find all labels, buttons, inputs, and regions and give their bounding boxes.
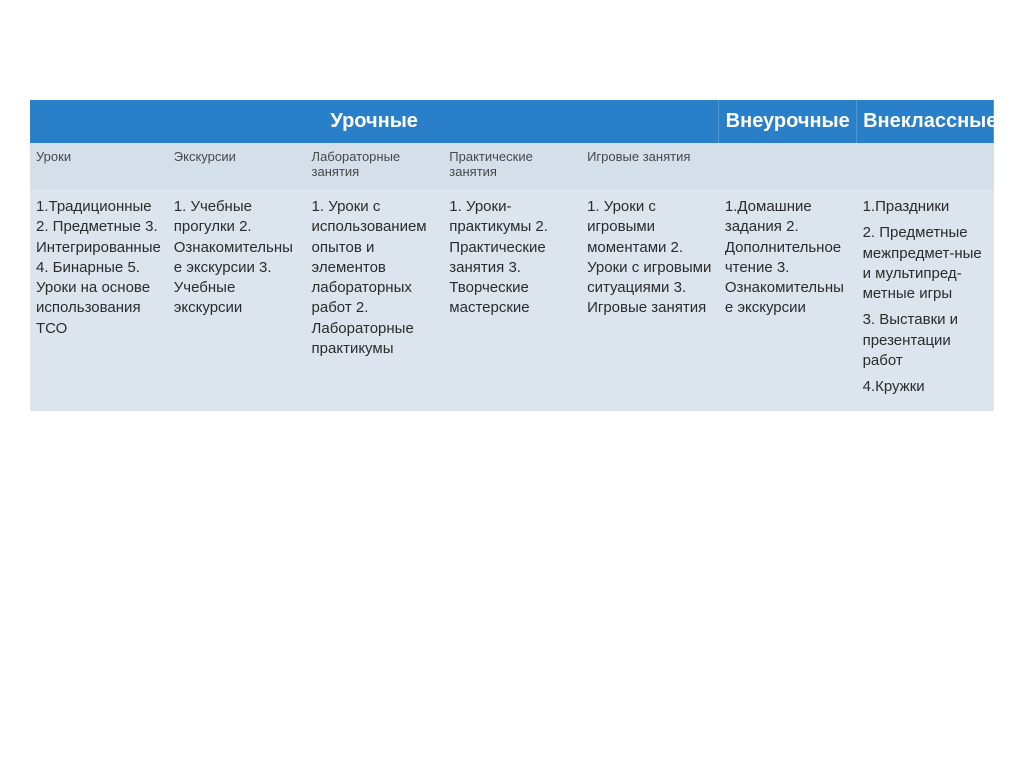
cell-ekskursii: 1. Учебные прогулки 2. Ознакомительные э…	[168, 189, 306, 411]
body-row: 1.Традиционные 2. Предметные 3. Интегрир…	[30, 189, 994, 411]
sub-laboratornye: Лабораторные занятия	[306, 143, 444, 189]
c7-item-1: 1.Праздники	[863, 197, 988, 217]
sub-ekskursii: Экскурсии	[168, 143, 306, 189]
subheader-row: Уроки Экскурсии Лабораторные занятия Пра…	[30, 143, 994, 189]
c7-item-3: 3. Выставки и презентации работ	[863, 310, 988, 371]
classification-table: Урочные Внеурочные Внеклассные Уроки Экс…	[30, 100, 994, 411]
header-row: Урочные Внеурочные Внеклассные	[30, 100, 994, 143]
sub-empty-1	[719, 143, 857, 189]
cell-prakticheskie: 1. Уроки-практикумы 2. Практические заня…	[443, 189, 581, 411]
sub-igrovye: Игровые занятия	[581, 143, 719, 189]
cell-igrovye: 1. Уроки с игровыми моментами 2. Уроки с…	[581, 189, 719, 411]
sub-prakticheskie: Практические занятия	[443, 143, 581, 189]
cell-vneklassnye: 1.Праздники 2. Предметные межпредмет-ные…	[857, 189, 994, 411]
cell-laboratornye: 1. Уроки с использованием опытов и элеме…	[306, 189, 444, 411]
sub-empty-2	[857, 143, 994, 189]
c7-item-2: 2. Предметные межпредмет-ные и мультипре…	[863, 223, 988, 304]
header-vneklassnye: Внеклассные	[857, 100, 994, 143]
cell-uroki: 1.Традиционные 2. Предметные 3. Интегрир…	[30, 189, 168, 411]
cell-vneurochnye: 1.Домашние задания 2. Дополнительное чте…	[719, 189, 857, 411]
header-vneurochnye: Внеурочные	[719, 100, 857, 143]
header-urochnye: Урочные	[30, 100, 719, 143]
sub-uroki: Уроки	[30, 143, 168, 189]
c7-item-4: 4.Кружки	[863, 377, 988, 397]
